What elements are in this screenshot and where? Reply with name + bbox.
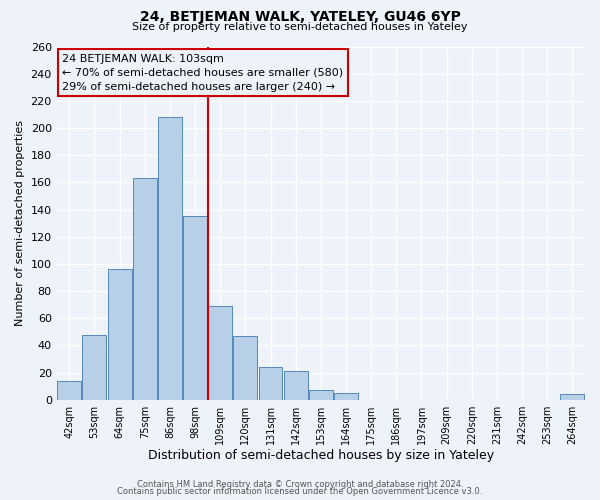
Bar xyxy=(259,367,283,400)
Bar xyxy=(107,270,131,400)
Text: 24 BETJEMAN WALK: 103sqm
← 70% of semi-detached houses are smaller (580)
29% of : 24 BETJEMAN WALK: 103sqm ← 70% of semi-d… xyxy=(62,54,343,92)
Bar xyxy=(183,216,207,400)
Y-axis label: Number of semi-detached properties: Number of semi-detached properties xyxy=(15,120,25,326)
Text: Contains public sector information licensed under the Open Government Licence v3: Contains public sector information licen… xyxy=(118,487,482,496)
Bar xyxy=(158,117,182,400)
Bar xyxy=(284,371,308,400)
Text: 24, BETJEMAN WALK, YATELEY, GU46 6YP: 24, BETJEMAN WALK, YATELEY, GU46 6YP xyxy=(140,10,460,24)
Text: Size of property relative to semi-detached houses in Yateley: Size of property relative to semi-detach… xyxy=(132,22,468,32)
Bar xyxy=(133,178,157,400)
Text: Contains HM Land Registry data © Crown copyright and database right 2024.: Contains HM Land Registry data © Crown c… xyxy=(137,480,463,489)
Bar xyxy=(233,336,257,400)
Bar xyxy=(208,306,232,400)
Bar xyxy=(309,390,333,400)
X-axis label: Distribution of semi-detached houses by size in Yateley: Distribution of semi-detached houses by … xyxy=(148,450,494,462)
Bar xyxy=(82,334,106,400)
Bar xyxy=(57,380,81,400)
Bar xyxy=(560,394,584,400)
Bar xyxy=(334,393,358,400)
